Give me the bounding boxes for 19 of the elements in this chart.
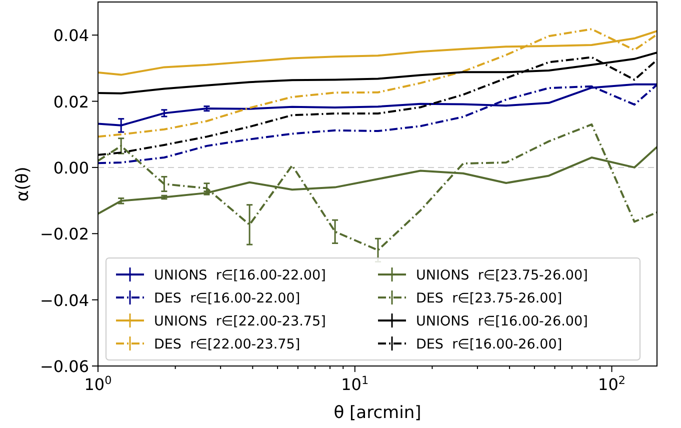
y-tick-label: 0.00 bbox=[53, 158, 89, 178]
x-tick-label: 10$^{0}$ bbox=[84, 374, 112, 394]
y-tick-label: −0.04 bbox=[40, 290, 89, 310]
y-tick-label: −0.02 bbox=[40, 224, 89, 244]
y-axis-title: α(θ) bbox=[13, 166, 33, 202]
legend-label: UNIONS r∈[16.00-22.00] bbox=[154, 268, 326, 284]
y-tick-label: −0.06 bbox=[40, 357, 89, 376]
legend-label: DES r∈[16.00-22.00] bbox=[154, 290, 300, 306]
y-tick-label: 0.02 bbox=[53, 92, 89, 112]
x-tick-label: 10$^{1}$ bbox=[341, 374, 369, 394]
x-axis-title: θ [arcmin] bbox=[334, 403, 422, 423]
legend-label: DES r∈[22.00-23.75] bbox=[154, 336, 300, 352]
legend-label: UNIONS r∈[23.75-26.00] bbox=[416, 268, 588, 284]
legend-label: UNIONS r∈[16.00-26.00] bbox=[416, 314, 588, 330]
x-tick-label: 10$^{2}$ bbox=[598, 374, 626, 394]
legend-label: UNIONS r∈[22.00-23.75] bbox=[154, 314, 326, 330]
legend-label: DES r∈[16.00-26.00] bbox=[416, 336, 562, 352]
legend-label: DES r∈[23.75-26.00] bbox=[416, 290, 562, 306]
y-tick-label: 0.04 bbox=[53, 26, 89, 46]
